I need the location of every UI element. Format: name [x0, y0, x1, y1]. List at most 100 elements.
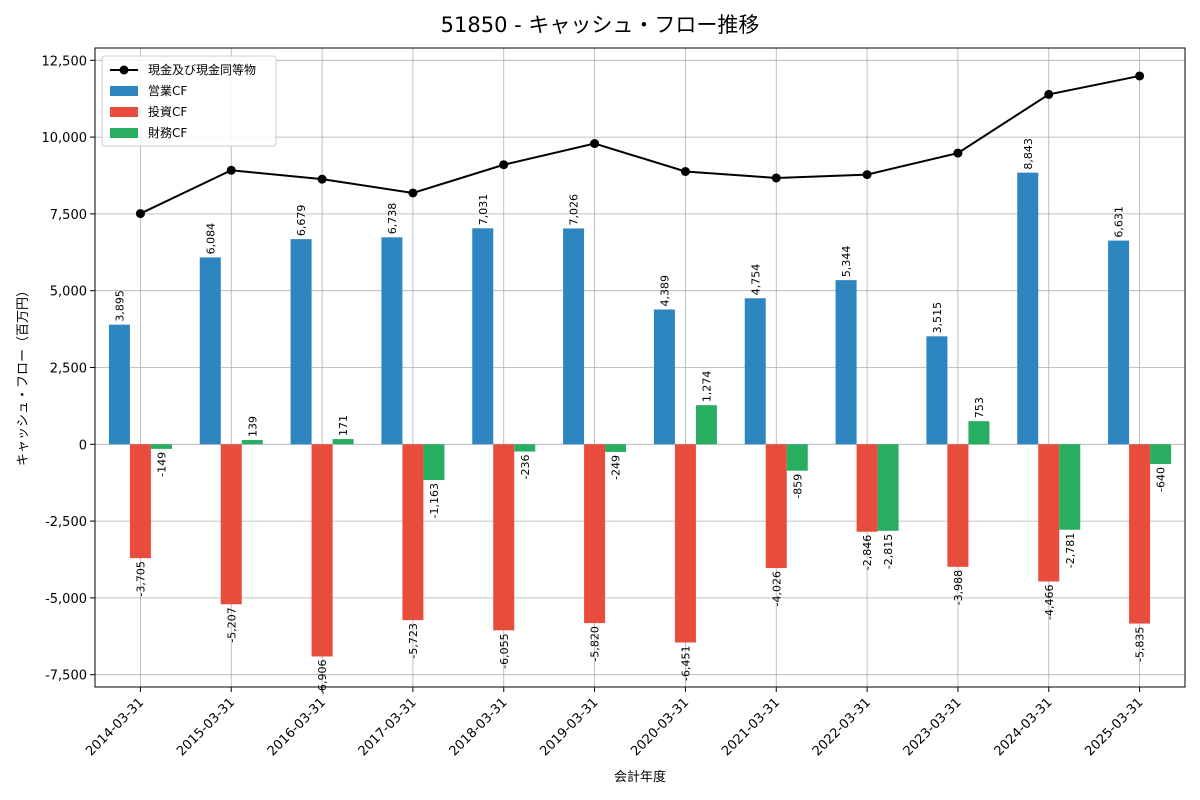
- bar: [514, 444, 536, 452]
- cash-line-point: [862, 170, 872, 180]
- x-axis: 2014-03-31 2015-03-31 2016-03-31 2017-03-31…: [83, 687, 1146, 759]
- bar: [856, 444, 878, 532]
- legend-line-marker: [119, 65, 129, 75]
- cash-line-path: [139, 74, 1140, 215]
- legend-entry-label: 財務CF: [148, 125, 187, 140]
- x-tick-label: 2019-03-31: [537, 695, 601, 759]
- bar-value-label: -3,988: [952, 570, 965, 605]
- x-axis-label: 会計年度: [614, 769, 666, 785]
- bar: [381, 237, 403, 445]
- x-tick-label: 2020-03-31: [628, 695, 692, 759]
- x-tick-label: 2018-03-31: [447, 695, 511, 759]
- bar-value-label: -5,723: [407, 623, 420, 658]
- bar-value-label: 6,738: [386, 203, 399, 235]
- bar-value-label: -4,466: [1043, 585, 1056, 620]
- bar-value-label: 3,515: [931, 302, 944, 334]
- y-tick-label: 5,000: [50, 285, 87, 300]
- bar-value-label: 139: [246, 416, 259, 437]
- bar: [674, 444, 696, 643]
- bar: [108, 324, 130, 445]
- bars: [108, 172, 1172, 657]
- bar: [968, 421, 990, 445]
- y-axis: -7,500 -5,000 -2,500 0 2,500 5,000 7,500 10,000…: [42, 54, 95, 684]
- bar: [1108, 240, 1130, 445]
- bar: [744, 298, 766, 445]
- legend-bar-swatch: [110, 107, 138, 117]
- bar: [563, 228, 585, 445]
- bar: [695, 405, 717, 445]
- x-tick-label: 2024-03-31: [992, 695, 1056, 759]
- bar: [199, 257, 221, 445]
- x-tick-label: 2014-03-31: [83, 695, 147, 759]
- bar-value-label: 6,631: [1113, 206, 1126, 238]
- y-tick-label: -7,500: [45, 669, 87, 684]
- bar: [220, 444, 242, 605]
- bar-value-label: 8,843: [1022, 138, 1035, 170]
- bar-value-label: -4,026: [770, 571, 783, 606]
- legend-box: [101, 55, 277, 147]
- cash-line-point: [771, 173, 781, 183]
- legend-bar-swatch: [110, 86, 138, 96]
- y-tick-label: -2,500: [45, 515, 87, 530]
- bar: [493, 444, 515, 631]
- bar: [877, 444, 899, 531]
- bar: [835, 280, 857, 445]
- bar-value-label: 6,084: [204, 223, 217, 255]
- bar-value-label: 171: [337, 415, 350, 436]
- y-tick-label: 0: [79, 438, 87, 453]
- bar: [472, 228, 494, 445]
- bar: [947, 444, 969, 567]
- cash-line-point: [499, 160, 509, 170]
- bar-value-label: 753: [973, 397, 986, 418]
- x-tick-label: 2021-03-31: [719, 695, 783, 759]
- bar-value-label: -3,705: [134, 561, 147, 596]
- y-tick-label: 12,500: [42, 54, 88, 69]
- cash-line-point: [680, 166, 690, 176]
- bar: [241, 440, 263, 445]
- bar-value-label: 7,026: [568, 194, 581, 226]
- x-tick-label: 2025-03-31: [1082, 695, 1146, 759]
- bar: [1129, 444, 1151, 624]
- bar-value-label: -2,846: [861, 535, 874, 570]
- bar: [653, 309, 675, 445]
- bar: [150, 444, 172, 449]
- bar-value-label: 4,754: [749, 264, 762, 296]
- legend-entry-label: 営業CF: [148, 84, 187, 98]
- bar-value-label: -640: [1155, 467, 1168, 492]
- x-tick-label: 2023-03-31: [901, 695, 965, 759]
- y-tick-label: -5,000: [45, 592, 87, 607]
- bar: [1150, 444, 1172, 464]
- cash-line-point: [590, 139, 600, 149]
- chart-title: 51850 - キャッシュ・フロー推移: [441, 13, 760, 37]
- cash-line-point: [953, 148, 963, 158]
- cash-line-point: [1135, 71, 1145, 81]
- bar-value-label: -6,906: [316, 659, 329, 694]
- bar: [786, 444, 808, 471]
- bar-value-label: 4,389: [658, 275, 671, 307]
- cash-line-point: [226, 165, 236, 175]
- bar-value-label: 1,274: [700, 371, 713, 403]
- legend-bar-swatch: [110, 128, 138, 138]
- x-tick-label: 2022-03-31: [810, 695, 874, 759]
- bar-value-label: -149: [155, 452, 168, 477]
- bar-value-label: -859: [791, 474, 804, 499]
- bar-value-label: -5,820: [589, 626, 602, 661]
- cash-line-point: [408, 188, 418, 198]
- bar: [423, 444, 445, 481]
- bar-value-label: -236: [519, 455, 532, 480]
- bar: [290, 239, 312, 445]
- bar: [765, 444, 787, 568]
- bar-value-label: -2,815: [882, 534, 895, 569]
- cash-line-point: [1044, 89, 1054, 99]
- data-labels: 3,895 6,084 6,679 6,738 7,031 7,026 4,389 4,754…: [113, 138, 1167, 695]
- bar: [605, 444, 627, 452]
- bar-value-label: 5,344: [840, 246, 853, 278]
- cash-line-point: [317, 174, 327, 184]
- y-tick-label: 10,000: [42, 131, 88, 146]
- x-tick-label: 2017-03-31: [356, 695, 420, 759]
- bar-value-label: -6,055: [498, 633, 511, 668]
- cash-line-point: [135, 209, 145, 219]
- bar: [926, 336, 948, 445]
